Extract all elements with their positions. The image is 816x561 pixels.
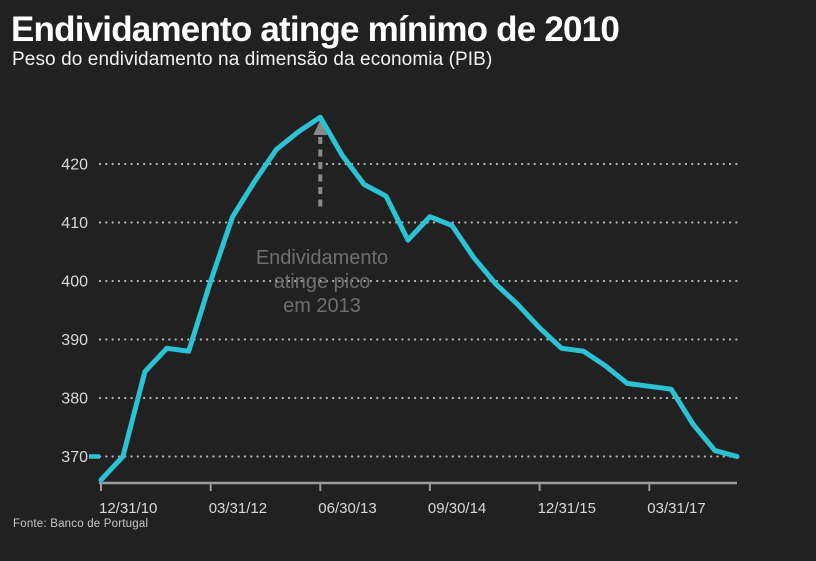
page-title: Endividamento atinge mínimo de 2010	[11, 10, 620, 49]
y-tick-label: 410	[61, 215, 88, 232]
debt-line	[98, 114, 740, 483]
peak-annotation-line1: Endividamento	[255, 247, 389, 269]
x-tick-label: 12/31/10	[99, 500, 157, 517]
x-tick-label: 03/31/17	[647, 500, 705, 517]
y-tick-label: 390	[61, 332, 88, 349]
y-tick-label: 420	[61, 157, 88, 174]
y-tick-label: 400	[61, 274, 88, 291]
y-tick-label: 370	[61, 449, 88, 466]
x-tick-label: 09/30/14	[428, 500, 486, 517]
peak-annotation-line3: em 2013	[283, 295, 361, 317]
source-note: Fonte: Banco de Portugal	[13, 518, 149, 530]
peak-arrowhead-icon	[313, 120, 328, 135]
peak-annotation-line2: atinge pico	[273, 271, 371, 293]
peak-annotation: Endividamento atinge pico em 2013	[222, 246, 422, 318]
y-tick-label: 380	[61, 391, 88, 408]
page-subtitle: Peso do endividamento na dimensão da eco…	[12, 49, 493, 70]
x-tick-label: 03/31/12	[209, 500, 267, 517]
x-tick-label: 06/30/13	[318, 500, 376, 517]
x-tick-label: 12/31/15	[538, 500, 596, 517]
